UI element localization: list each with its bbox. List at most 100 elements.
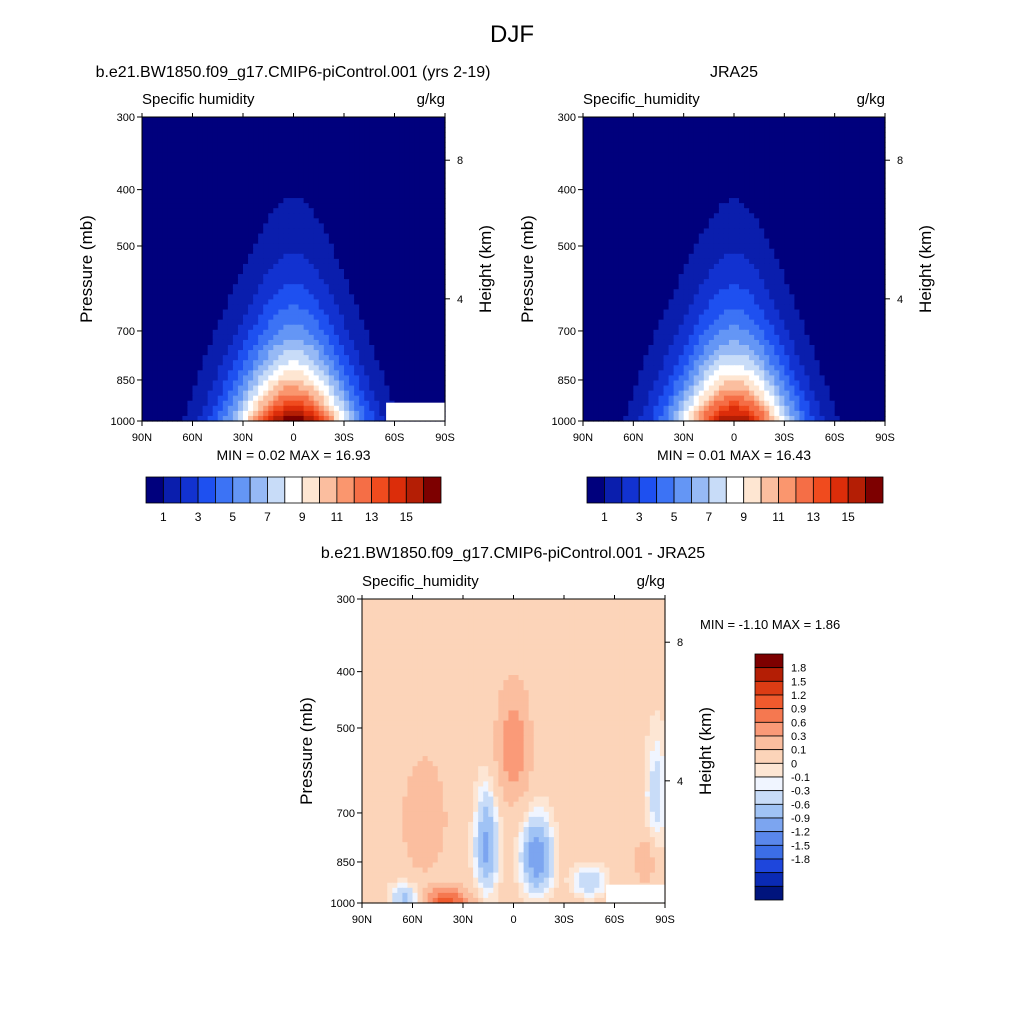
heatmap-cell [313, 345, 320, 351]
heatmap-cell [263, 269, 269, 275]
heatmap-cell [434, 258, 441, 265]
heatmap-cell [379, 127, 385, 133]
heatmap-cell [162, 152, 168, 159]
heatmap-cell [212, 122, 219, 128]
heatmap-cell [703, 147, 710, 154]
heatmap-cell [349, 162, 355, 169]
heatmap-cell [313, 122, 320, 128]
heatmap-cell [283, 269, 290, 275]
heatmap-cell [439, 182, 446, 189]
heatmap-cell [273, 329, 279, 336]
heatmap-cell [739, 203, 745, 209]
heatmap-cell [668, 127, 675, 133]
heatmap-cell [678, 167, 685, 174]
heatmap-cell [182, 365, 189, 371]
heatmap-cell [152, 187, 158, 194]
heatmap-cell [197, 187, 204, 194]
heatmap-cell [374, 279, 380, 285]
heatmap-cell [207, 370, 214, 376]
heatmap-cell [369, 329, 375, 336]
heatmap-cell [298, 157, 305, 164]
heatmap-cell [152, 274, 158, 280]
heatmap-cell [142, 198, 148, 204]
heatmap-cell [333, 203, 340, 209]
heatmap-cell [167, 248, 173, 255]
heatmap-cell [784, 208, 790, 214]
heatmap-cell [212, 243, 219, 250]
heatmap-cell [202, 289, 209, 295]
heatmap-cell [424, 274, 431, 280]
heatmap-cell [344, 309, 350, 316]
heatmap-cell [162, 253, 168, 260]
heatmap-cell [313, 269, 320, 275]
heatmap-cell [668, 218, 675, 224]
heatmap-cell [202, 284, 209, 290]
heatmap-cell [653, 117, 660, 123]
heatmap-cell [424, 253, 431, 260]
heatmap-cell [683, 193, 690, 199]
heatmap-cell [197, 385, 204, 392]
heatmap-cell [182, 248, 189, 255]
heatmap-cell [344, 137, 350, 143]
heatmap-cell [142, 345, 148, 351]
heatmap-cell [207, 198, 214, 204]
heatmap-cell [364, 360, 370, 366]
heatmap-cell [809, 157, 816, 164]
heatmap-cell [819, 127, 826, 133]
heatmap-cell [293, 299, 300, 306]
heatmap-cell [759, 187, 765, 194]
heatmap-cell [308, 213, 315, 219]
heatmap-cell [303, 117, 310, 123]
heatmap-cell [653, 198, 660, 204]
heatmap-cell [364, 218, 370, 224]
heatmap-cell [379, 152, 385, 159]
heatmap-cell [769, 117, 775, 123]
heatmap-cell [603, 182, 609, 189]
heatmap-cell [162, 274, 168, 280]
heatmap-cell [424, 137, 431, 143]
heatmap-cell [734, 193, 740, 199]
heatmap-cell [419, 395, 426, 402]
heatmap-cell [157, 117, 163, 123]
heatmap-cell [232, 253, 239, 260]
heatmap-cell [673, 208, 680, 214]
heatmap-cell [658, 142, 665, 148]
heatmap-cell [172, 294, 178, 300]
heatmap-cell [824, 167, 831, 174]
heatmap-cell [303, 410, 310, 417]
heatmap-cell [658, 127, 665, 133]
heatmap-cell [147, 213, 153, 219]
heatmap-cell [784, 172, 790, 179]
heatmap-cell [364, 117, 370, 123]
heatmap-cell [212, 157, 219, 164]
heatmap-cell [653, 223, 660, 230]
heatmap-cell [278, 177, 284, 184]
heatmap-cell [273, 167, 279, 174]
heatmap-cell [419, 309, 426, 316]
heatmap-cell [202, 274, 209, 280]
heatmap-cell [374, 334, 380, 341]
heatmap-cell [608, 223, 614, 230]
heatmap-cell [328, 243, 335, 250]
heatmap-cell [182, 380, 189, 387]
heatmap-cell [819, 218, 826, 224]
heatmap-cell [202, 380, 209, 387]
heatmap-cell [688, 198, 695, 204]
heatmap-cell [167, 182, 173, 189]
heatmap-cell [323, 228, 330, 235]
heatmap-cell [248, 187, 254, 194]
heatmap-cell [338, 263, 345, 270]
heatmap-cell [673, 177, 680, 184]
heatmap-cell [404, 198, 411, 204]
heatmap-cell [142, 167, 148, 174]
heatmap-cell [142, 334, 148, 341]
heatmap-cell [338, 360, 345, 366]
heatmap-cell [283, 390, 290, 397]
heatmap-cell [404, 152, 411, 159]
heatmap-cell [177, 410, 183, 417]
heatmap-cell [268, 370, 274, 376]
heatmap-cell [814, 203, 821, 209]
heatmap-cell [172, 167, 178, 174]
heatmap-cell [187, 228, 194, 235]
heatmap-cell [759, 208, 765, 214]
